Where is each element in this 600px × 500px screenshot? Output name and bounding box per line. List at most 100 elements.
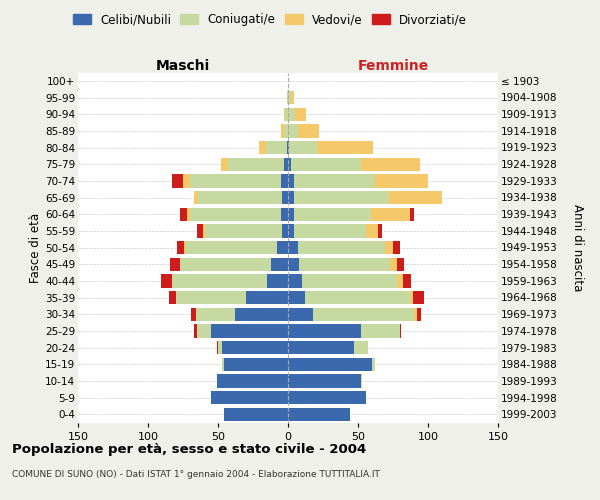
Bar	[288, 108, 295, 121]
Bar	[367, 224, 377, 237]
Bar	[372, 358, 375, 371]
Bar	[194, 191, 199, 204]
Bar	[284, 158, 288, 171]
Bar	[288, 291, 305, 304]
Bar	[284, 108, 285, 121]
Bar	[410, 208, 414, 221]
Bar	[288, 241, 298, 254]
Bar	[197, 224, 203, 237]
Bar	[172, 174, 183, 188]
Bar	[371, 208, 410, 221]
Bar	[288, 191, 293, 204]
Bar	[417, 308, 421, 321]
Bar	[287, 141, 288, 154]
Bar	[293, 174, 375, 188]
Bar	[361, 158, 419, 171]
Bar	[184, 241, 186, 254]
Bar	[190, 174, 281, 188]
Bar	[288, 408, 350, 421]
Bar	[211, 324, 288, 338]
Bar	[302, 274, 397, 287]
Bar	[183, 174, 190, 188]
Bar	[178, 241, 184, 254]
Bar	[288, 358, 372, 371]
Bar	[291, 91, 293, 104]
Bar	[196, 308, 235, 321]
Text: Popolazione per età, sesso e stato civile - 2004: Popolazione per età, sesso e stato civil…	[12, 442, 366, 456]
Bar	[389, 191, 442, 204]
Bar	[170, 258, 180, 271]
Bar	[285, 108, 288, 121]
Bar	[217, 374, 288, 388]
Bar	[288, 224, 293, 237]
Bar	[228, 158, 284, 171]
Bar	[180, 208, 187, 221]
Bar	[289, 141, 317, 154]
Bar	[222, 341, 288, 354]
Bar	[197, 324, 211, 338]
Bar	[397, 274, 403, 287]
Bar	[235, 308, 288, 321]
Bar	[293, 208, 371, 221]
Bar	[403, 274, 411, 287]
Bar	[218, 341, 222, 354]
Bar	[298, 124, 319, 138]
Bar	[281, 208, 288, 221]
Bar	[413, 291, 424, 304]
Bar	[400, 324, 401, 338]
Bar	[288, 341, 354, 354]
Bar	[288, 91, 291, 104]
Bar	[205, 224, 283, 237]
Bar	[288, 374, 361, 388]
Text: Femmine: Femmine	[358, 60, 428, 74]
Bar	[375, 174, 428, 188]
Bar	[385, 241, 393, 254]
Bar	[288, 141, 289, 154]
Bar	[246, 291, 288, 304]
Y-axis label: Anni di nascita: Anni di nascita	[571, 204, 584, 291]
Bar	[293, 191, 389, 204]
Bar	[191, 308, 196, 321]
Bar	[224, 358, 288, 371]
Bar	[361, 324, 400, 338]
Bar	[190, 208, 281, 221]
Bar	[305, 291, 410, 304]
Bar	[194, 324, 197, 338]
Bar	[361, 374, 362, 388]
Text: Maschi: Maschi	[156, 60, 210, 74]
Bar	[176, 291, 246, 304]
Y-axis label: Fasce di età: Fasce di età	[29, 212, 42, 282]
Bar	[266, 141, 287, 154]
Bar	[161, 274, 172, 287]
Bar	[288, 391, 367, 404]
Bar	[293, 224, 367, 237]
Bar	[288, 274, 302, 287]
Bar	[169, 291, 176, 304]
Bar	[354, 341, 368, 354]
Bar	[284, 124, 288, 138]
Bar	[288, 258, 299, 271]
Text: COMUNE DI SUNO (NO) - Dati ISTAT 1° gennaio 2004 - Elaborazione TUTTITALIA.IT: COMUNE DI SUNO (NO) - Dati ISTAT 1° genn…	[12, 470, 380, 479]
Bar	[283, 191, 288, 204]
Bar	[397, 258, 404, 271]
Bar	[299, 258, 390, 271]
Bar	[281, 174, 288, 188]
Bar	[172, 274, 267, 287]
Bar	[180, 258, 271, 271]
Bar	[313, 308, 414, 321]
Bar	[295, 108, 306, 121]
Bar	[298, 241, 385, 254]
Bar	[211, 391, 288, 404]
Bar	[288, 324, 361, 338]
Bar	[203, 224, 205, 237]
Bar	[288, 308, 313, 321]
Bar	[390, 258, 397, 271]
Bar	[224, 408, 288, 421]
Bar	[288, 174, 293, 188]
Bar	[199, 191, 283, 204]
Bar	[283, 224, 288, 237]
Bar	[288, 158, 291, 171]
Bar	[267, 274, 288, 287]
Bar	[291, 158, 361, 171]
Bar	[377, 224, 382, 237]
